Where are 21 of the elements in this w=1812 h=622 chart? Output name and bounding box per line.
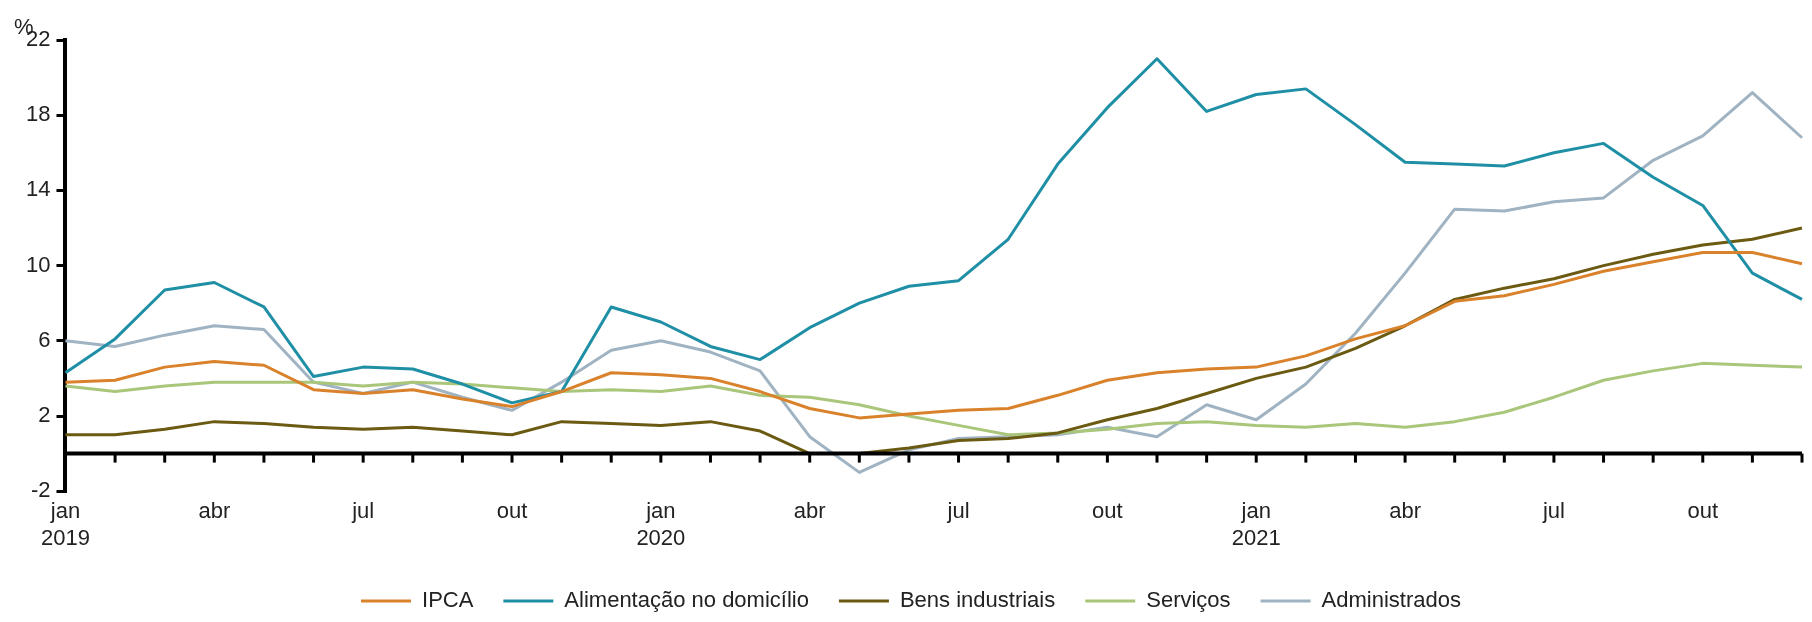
y-tick-label: 6 — [38, 326, 51, 352]
x-tick-label: abr — [198, 498, 231, 524]
legend-label: IPCA — [422, 587, 474, 613]
legend-label: Alimentação no domicílio — [564, 587, 809, 613]
x-tick-label: jul — [351, 498, 375, 524]
x-tick-label: abr — [1389, 498, 1421, 524]
y-tick-label: 2 — [38, 402, 51, 428]
x-tick-label: jul — [946, 498, 970, 524]
legend-label: Bens industriais — [899, 587, 1056, 613]
y-tick-label: 18 — [25, 101, 51, 127]
y-tick-label: 10 — [25, 251, 51, 277]
y-tick-label: 14 — [25, 176, 51, 202]
legend-label: Administrados — [1321, 587, 1461, 613]
x-tick-label: jul — [1541, 498, 1565, 524]
x-tick-label: jan 2020 — [636, 498, 686, 550]
x-tick-label: out — [1092, 498, 1123, 524]
x-tick-label: abr — [793, 498, 826, 524]
legend-label: Serviços — [1146, 587, 1231, 613]
x-tick-label: out — [496, 498, 528, 524]
x-tick-label: out — [1687, 498, 1719, 524]
x-tick-label: jan 2021 — [1231, 498, 1281, 550]
